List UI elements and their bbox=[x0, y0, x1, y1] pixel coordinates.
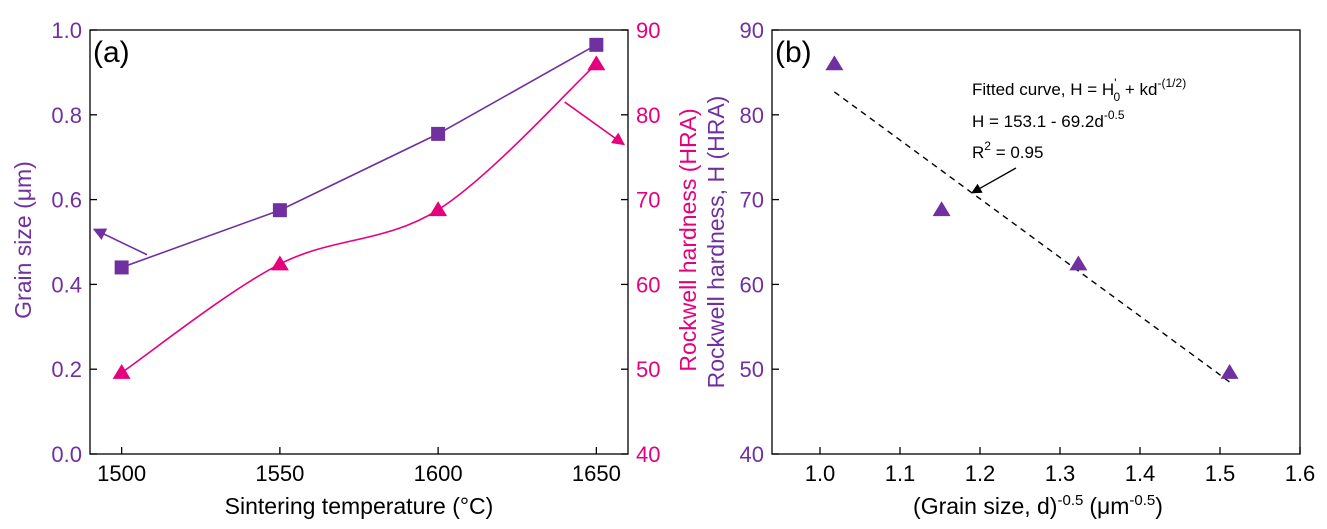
panel-b-fit-line bbox=[833, 91, 1231, 383]
panel-a-right-y-tick-label: 70 bbox=[636, 188, 660, 213]
panel-a-left-y-tick-label: 0.4 bbox=[51, 272, 82, 297]
panel-b-x-tick-label: 1.1 bbox=[885, 461, 916, 486]
panel-b-x-tick-label: 1.5 bbox=[1205, 461, 1236, 486]
panel-a-right-y-tick-label: 60 bbox=[636, 272, 660, 297]
panel-b-x-tick-label: 1.6 bbox=[1285, 461, 1316, 486]
panel-a-right-y-tick-label: 90 bbox=[636, 18, 660, 43]
fit-r2-rest: = 0.95 bbox=[991, 143, 1043, 162]
panel-b: (b) 1.0 1.1 1.2 1.3 1.4 1.5 1.6 40 50 60 70 80 90 R… bbox=[703, 18, 1315, 519]
panel-a-right-y-tick-label: 50 bbox=[636, 357, 660, 382]
panel-a-left-y-tick-label: 0.0 bbox=[51, 442, 82, 467]
panel-a-left-y-axis: 0.0 0.2 0.4 0.6 0.8 1.0 bbox=[51, 18, 97, 467]
panel-b-y-tick-label: 50 bbox=[740, 357, 764, 382]
panel-b-x-tick-label: 1.2 bbox=[965, 461, 996, 486]
grain-size-point bbox=[272, 203, 287, 218]
panel-a-series bbox=[112, 37, 606, 379]
fit-eq-general-prefix: Fitted curve, H = H bbox=[972, 80, 1114, 99]
panel-b-x-axis-title-exp1: -0.5 bbox=[1057, 492, 1083, 509]
fit-eq-general-prime: ' bbox=[1114, 76, 1116, 90]
fitted-line bbox=[833, 91, 1231, 383]
panel-a-right-y-tick-label: 40 bbox=[636, 442, 660, 467]
panel-a-left-y-tick-label: 0.6 bbox=[51, 188, 82, 213]
panel-a-left-y-tick-label: 0.2 bbox=[51, 357, 82, 382]
hardness-point bbox=[587, 55, 606, 71]
hardness-curve bbox=[121, 63, 597, 374]
fit-eq-general-sub: 0 bbox=[1113, 90, 1120, 104]
fit-eq-general-exp: -(1/2) bbox=[1158, 76, 1187, 90]
fit-eq-values-prefix: H = 153.1 - 69.2d bbox=[972, 112, 1104, 131]
panel-b-y-tick-label: 60 bbox=[740, 272, 764, 297]
hardness-vs-grain-point bbox=[1069, 255, 1088, 271]
panel-a-right-y-axis-title: Rockwell hardness (HRA) bbox=[675, 108, 701, 371]
hardness-point bbox=[270, 255, 289, 271]
panel-a-label: (a) bbox=[93, 36, 130, 69]
panel-b-y-axis: 40 50 60 70 80 90 bbox=[740, 18, 779, 467]
panel-a-axis-arrows bbox=[92, 101, 626, 256]
fit-r2-prefix: R bbox=[972, 143, 984, 162]
panel-b-label: (b) bbox=[775, 36, 812, 69]
panel-a-x-tick-label: 1550 bbox=[255, 461, 304, 486]
fit-equation-values: H = 153.1 - 69.2d-0.5 bbox=[972, 108, 1125, 131]
panel-b-x-axis-title-main: (Grain size, d) bbox=[913, 493, 1057, 519]
panel-a-right-y-tick-label: 80 bbox=[636, 103, 660, 128]
fit-equation-general: Fitted curve, H = H' 0 + kd-(1/2) bbox=[972, 76, 1186, 104]
panel-b-x-axis: 1.0 1.1 1.2 1.3 1.4 1.5 1.6 bbox=[805, 447, 1316, 486]
fit-r2-exp: 2 bbox=[984, 139, 991, 153]
panel-a-right-y-axis: 40 50 60 70 80 90 bbox=[621, 18, 660, 467]
panel-a: (a) 1500 1550 1600 1650 0.00.20.40.60.81.0 … bbox=[10, 18, 701, 519]
panel-b-y-tick-label: 40 bbox=[740, 442, 764, 467]
panel-b-x-tick-label: 1.3 bbox=[1045, 461, 1076, 486]
panel-b-x-axis-title-close: ) bbox=[1155, 493, 1163, 519]
panel-a-x-axis: 1500 1550 1600 1650 bbox=[97, 447, 621, 486]
right-axis-indicator-arrow bbox=[564, 101, 626, 146]
panel-b-x-axis-title: (Grain size, d)-0.5 (μm-0.5) bbox=[913, 492, 1163, 519]
hardness-point bbox=[429, 201, 448, 217]
fit-eq-values-exp: -0.5 bbox=[1104, 108, 1125, 122]
panel-b-y-axis-title: Rockwell hardness, H (HRA) bbox=[703, 96, 729, 389]
panel-b-x-axis-title-unit: (μm bbox=[1089, 493, 1129, 519]
panel-a-x-tick-label: 1650 bbox=[572, 461, 621, 486]
fit-annotation-arrow bbox=[971, 167, 1017, 194]
grain-size-point bbox=[589, 37, 604, 52]
panel-b-plot-frame bbox=[771, 29, 1301, 455]
panel-a-x-tick-label: 1500 bbox=[97, 461, 146, 486]
left-axis-indicator-arrow bbox=[92, 228, 148, 256]
panel-a-left-y-tick-label: 0.8 bbox=[51, 103, 82, 128]
fit-r-squared: R2 = 0.95 bbox=[972, 139, 1043, 162]
panel-b-x-axis-title-exp2: -0.5 bbox=[1129, 492, 1155, 509]
hardness-vs-grain-point bbox=[932, 201, 951, 217]
panel-b-y-tick-label: 80 bbox=[740, 103, 764, 128]
grain-size-point bbox=[114, 260, 129, 275]
panel-b-data-points bbox=[825, 55, 1239, 379]
panel-a-left-y-axis-title: Grain size (μm) bbox=[10, 161, 36, 319]
panel-b-y-tick-label: 90 bbox=[740, 18, 764, 43]
panel-b-y-tick-label: 70 bbox=[740, 188, 764, 213]
panel-b-x-tick-label: 1.4 bbox=[1125, 461, 1156, 486]
panel-a-x-axis-title: Sintering temperature (°C) bbox=[225, 493, 494, 519]
fit-eq-general-mid: + kd bbox=[1120, 80, 1157, 99]
hardness-vs-grain-point bbox=[1220, 364, 1239, 379]
panel-b-x-tick-label: 1.0 bbox=[805, 461, 836, 486]
grain-size-point bbox=[431, 126, 446, 141]
panel-a-left-y-tick-label: 1.0 bbox=[51, 18, 82, 43]
panel-a-plot-frame bbox=[89, 29, 629, 455]
hardness-point bbox=[112, 364, 131, 379]
panel-a-x-tick-label: 1600 bbox=[414, 461, 463, 486]
grain-size-line bbox=[121, 44, 597, 269]
hardness-vs-grain-point bbox=[825, 55, 844, 71]
panel-b-annotation-arrow bbox=[971, 167, 1017, 194]
